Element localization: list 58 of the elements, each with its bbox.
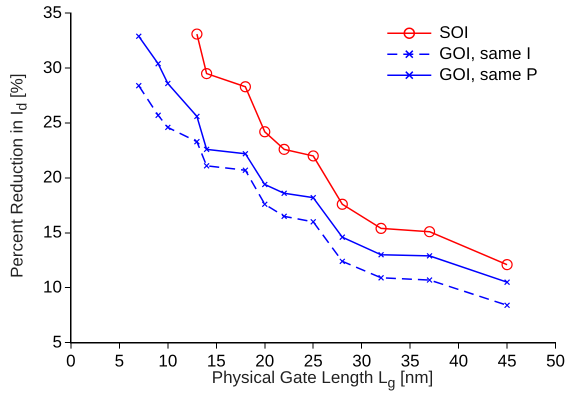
point: [155, 60, 162, 67]
point: [262, 181, 268, 188]
point: [136, 82, 142, 89]
point: [240, 81, 251, 92]
y-tick-label: 5: [52, 332, 62, 352]
y-tick-label: 20: [42, 168, 62, 187]
point: [378, 274, 384, 281]
x-tick-label: 15: [206, 351, 226, 370]
x-tick-label: 40: [449, 351, 468, 370]
point: [378, 252, 384, 258]
point: [504, 302, 510, 308]
y-tick-label: 10: [42, 277, 62, 296]
legend-label: GOI, same I: [439, 44, 531, 63]
point: [164, 80, 171, 87]
point: [339, 234, 346, 240]
point: [424, 226, 436, 238]
y-tick-label: 35: [42, 2, 62, 22]
point: [426, 252, 433, 259]
legend-label: SOI: [439, 22, 469, 42]
point: [155, 112, 162, 118]
point: [336, 198, 348, 210]
point: [262, 201, 268, 208]
point: [310, 194, 316, 201]
x-tick-label: 5: [114, 351, 124, 370]
point: [310, 218, 316, 225]
point: [426, 276, 433, 284]
point: [339, 258, 346, 264]
point: [375, 222, 387, 234]
x-tick-label: 10: [158, 351, 178, 370]
point: [194, 113, 200, 120]
point: [242, 150, 248, 157]
point: [281, 190, 288, 196]
x-tick-label: 25: [304, 351, 323, 370]
point: [204, 146, 210, 152]
point: [501, 259, 513, 270]
x-tick-label: 30: [352, 351, 372, 370]
x-tick-label: 20: [255, 351, 274, 370]
x-tick-label: 50: [546, 351, 566, 370]
x-tick-label: 35: [400, 351, 420, 370]
point: [136, 33, 142, 40]
point: [308, 150, 319, 162]
point: [281, 213, 288, 220]
point: [191, 28, 203, 40]
x-tick-label: 45: [498, 351, 517, 370]
point: [278, 144, 290, 155]
y-tick-label: 30: [42, 58, 62, 77]
point: [504, 279, 510, 286]
legend-label: GOI, same P: [439, 64, 538, 84]
point: [204, 162, 210, 169]
x-axis-title: Physical Gate Length L$_{g}$ [nm]: [212, 368, 434, 392]
y-tick-label: 25: [42, 112, 62, 132]
point: [194, 138, 200, 145]
point: [259, 126, 270, 138]
point: [242, 167, 248, 174]
point: [164, 124, 171, 130]
x-tick-label: 0: [66, 351, 76, 370]
point: [201, 68, 212, 80]
y-tick-label: 15: [42, 222, 62, 242]
